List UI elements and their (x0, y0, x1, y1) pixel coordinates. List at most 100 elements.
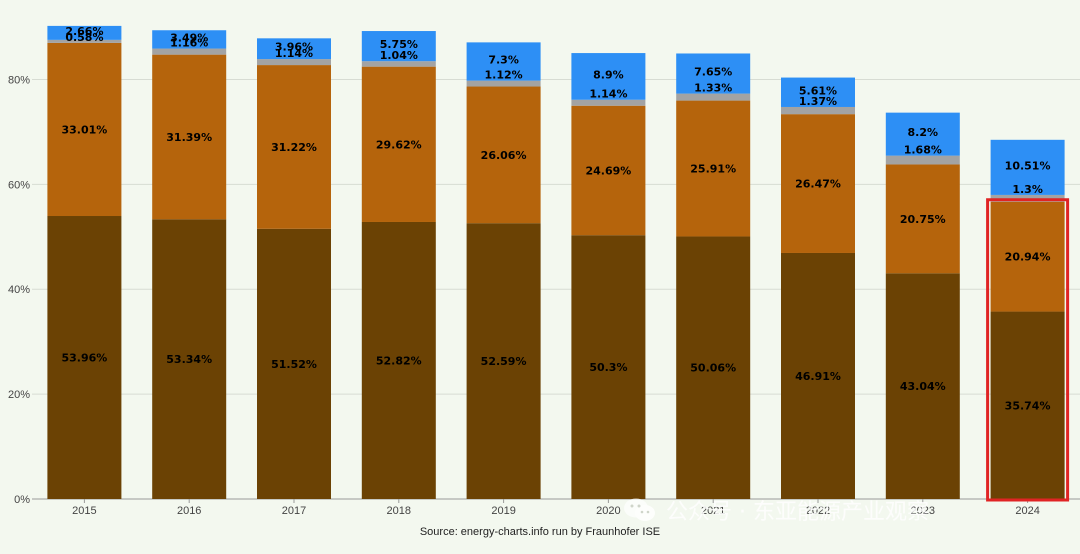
data-label: 31.22% (271, 141, 317, 154)
x-tick-label: 2019 (491, 505, 515, 517)
watermark-text: 公众号 · 东亚能源产业观察 (666, 500, 929, 525)
data-label: 8.9% (593, 68, 624, 81)
bar-segment (466, 80, 541, 87)
data-label: 1.68% (904, 144, 942, 157)
bar-segment (781, 114, 855, 253)
data-label: 8.2% (908, 126, 939, 139)
highlight-rect (986, 198, 1070, 502)
bar-segment (676, 236, 751, 499)
data-label: 1.12% (485, 69, 523, 82)
bar-segment (47, 42, 122, 217)
data-label: 53.34% (166, 353, 212, 366)
data-label: 46.91% (795, 370, 841, 383)
data-label: 24.69% (585, 164, 631, 177)
source-note: Source: energy-charts.info run by Fraunh… (419, 526, 661, 538)
bar-segment (361, 31, 436, 62)
x-tick-label: 2016 (177, 505, 201, 517)
stacked-bar-chart: 0%20%40%60%80% 2015 2016 2017 2018 2019 2020 2… (8, 25, 1080, 517)
bar-segment (47, 25, 122, 40)
data-label: 20.94% (1005, 251, 1051, 264)
bar-segment (47, 39, 122, 43)
bar-segment (361, 66, 436, 222)
data-label: 1.04% (380, 49, 418, 62)
bar-segment (990, 311, 1065, 499)
bar-segment (990, 139, 1065, 195)
bar-segment (466, 86, 541, 224)
bar-segment (152, 48, 227, 55)
data-label: 20.75% (900, 213, 946, 226)
data-label: 1.37% (799, 95, 837, 108)
data-label: 26.06% (481, 149, 527, 162)
bar-segment (571, 105, 646, 236)
watermark: 公众号 · 东亚能源产业观察 (622, 494, 929, 526)
data-label: 1.16% (170, 37, 208, 50)
bar-segment (885, 112, 960, 156)
bar-segment (885, 273, 960, 499)
data-label: 1.14% (589, 88, 627, 101)
data-label: 7.3% (488, 54, 519, 67)
x-tick-label: 2015 (72, 505, 96, 517)
bar-segment (257, 228, 331, 500)
bar-segment (257, 38, 331, 60)
data-label: 1.3% (1012, 183, 1043, 196)
data-labels: 53.96%33.01%0.58%2.66%53.34%31.39%1.16%3… (61, 25, 1050, 412)
bar-segment (571, 235, 646, 499)
x-tick-label: 2020 (596, 505, 620, 517)
data-label: 3.49% (170, 31, 208, 44)
bar-segment (885, 164, 960, 274)
data-label: 1.14% (275, 47, 313, 60)
wechat-icon (624, 498, 655, 521)
bar-segment (885, 155, 960, 165)
data-label: 2.66% (65, 25, 103, 38)
y-tick-label: 40% (8, 284, 30, 296)
data-label: 51.52% (271, 358, 317, 371)
data-label: 50.3% (589, 361, 627, 374)
bar-segment (781, 106, 855, 115)
data-label: 26.47% (795, 178, 841, 191)
x-tick-label: 2018 (387, 505, 411, 517)
data-label: 5.75% (380, 38, 418, 51)
data-label: 52.59% (481, 355, 527, 368)
bar-segment (676, 93, 751, 101)
x-tick-label: 2021 (701, 505, 725, 517)
x-tick-label: 2024 (1015, 505, 1039, 517)
x-axis: 2015 2016 2017 2018 2019 2020 2021 2022 2023 2024 (72, 499, 1040, 517)
bar-segment (47, 216, 122, 500)
y-tick-label: 0% (14, 494, 30, 506)
data-label: 29.62% (376, 138, 422, 151)
bar-segment (361, 221, 436, 499)
bar-segment (781, 77, 855, 107)
data-label: 35.74% (1005, 399, 1051, 412)
highlight-box (986, 198, 1070, 502)
data-label: 52.82% (376, 354, 422, 367)
bar-segment (257, 65, 331, 229)
bar-segment (466, 223, 541, 499)
data-label: 25.91% (690, 163, 736, 176)
x-tick-label: 2023 (911, 505, 935, 517)
bar-segment (676, 100, 751, 237)
bar-segment (152, 219, 227, 499)
bar-segment (152, 54, 227, 220)
data-label: 3.96% (275, 41, 313, 54)
data-label: 5.61% (799, 84, 837, 97)
bar-segment (781, 252, 855, 499)
y-tick-label: 60% (8, 179, 30, 191)
y-axis: 0% 20% 40% 60% 80% (8, 74, 30, 506)
y-tick-label: 20% (8, 389, 30, 401)
data-label: 31.39% (166, 131, 212, 144)
data-label: 0.58% (65, 31, 103, 44)
bar-segment (676, 53, 751, 94)
x-tick-label: 2022 (806, 505, 830, 517)
bar-segment (466, 42, 541, 81)
bar-segment (152, 30, 227, 49)
bar-segment (571, 99, 646, 106)
data-label: 43.04% (900, 380, 946, 393)
bar-segment (257, 59, 331, 66)
bars-group (47, 25, 1065, 500)
y-tick-label: 80% (8, 74, 30, 86)
bar-segment (990, 201, 1065, 312)
data-label: 7.65% (694, 66, 732, 79)
x-tick-label: 2017 (282, 505, 306, 517)
bar-segment (361, 61, 436, 67)
data-label: 50.06% (690, 362, 736, 375)
